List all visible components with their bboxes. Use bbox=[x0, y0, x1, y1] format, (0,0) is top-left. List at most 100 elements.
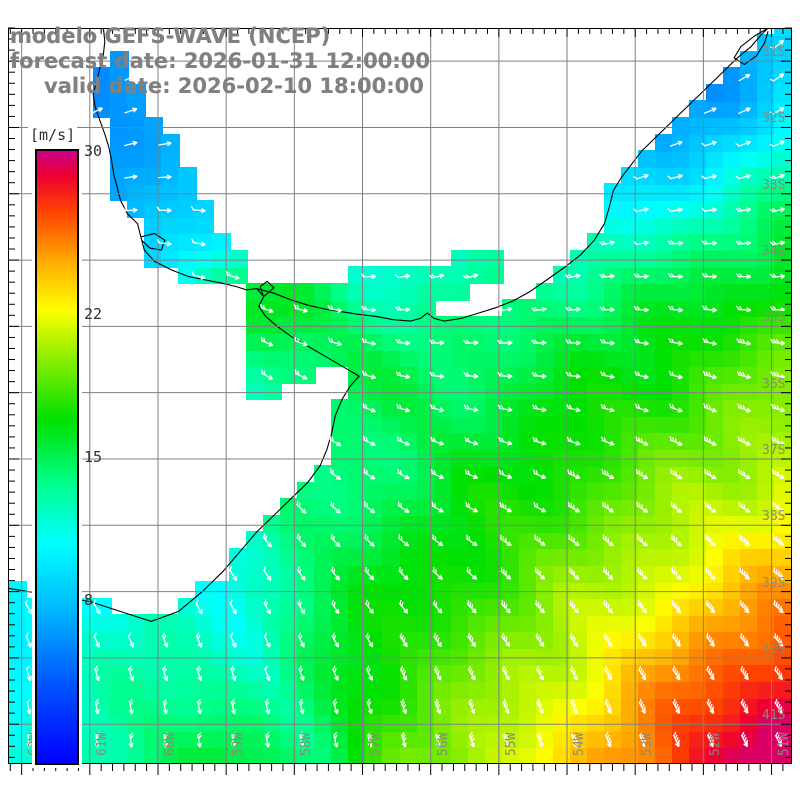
wind-barb bbox=[633, 173, 649, 180]
wind-barb bbox=[599, 240, 615, 246]
map-plot-area[interactable] bbox=[8, 28, 792, 764]
wind-barb bbox=[532, 436, 547, 446]
wind-barb bbox=[669, 468, 683, 480]
wind-barb bbox=[124, 140, 138, 147]
wind-barb bbox=[772, 534, 785, 547]
wind-barb bbox=[667, 305, 683, 313]
wind-barb bbox=[196, 731, 202, 748]
wind-barb bbox=[466, 567, 478, 580]
wind-barb bbox=[530, 306, 547, 312]
speed-raster-canvas bbox=[8, 28, 792, 764]
wind-barb bbox=[433, 632, 442, 648]
colorbar-unit-label: [m/s] bbox=[28, 126, 78, 144]
wind-barb bbox=[196, 698, 203, 715]
wind-barb bbox=[738, 534, 751, 547]
wind-barb bbox=[739, 665, 749, 681]
wind-barb bbox=[500, 567, 512, 580]
coastline-path bbox=[259, 280, 275, 297]
wind-barb bbox=[330, 566, 341, 581]
wind-barb bbox=[702, 337, 717, 346]
wind-barb bbox=[332, 698, 339, 715]
graticule-overlay bbox=[8, 28, 792, 764]
wind-barb bbox=[263, 599, 271, 615]
wind-barb bbox=[633, 338, 649, 346]
wind-barb bbox=[433, 665, 442, 681]
wind-barb bbox=[736, 338, 752, 346]
wind-barb bbox=[162, 665, 169, 682]
wind-barb bbox=[327, 272, 343, 280]
wind-barb bbox=[600, 403, 615, 413]
wind-barb bbox=[773, 665, 783, 681]
wind-barb bbox=[260, 336, 274, 347]
wind-barb bbox=[735, 173, 751, 180]
wind-barb bbox=[397, 468, 410, 480]
wind-barb bbox=[400, 698, 407, 715]
wind-barb bbox=[668, 338, 683, 346]
wind-barb bbox=[360, 273, 377, 280]
wind-barb bbox=[636, 567, 648, 580]
wind-barb bbox=[262, 566, 272, 581]
wind-barb bbox=[565, 339, 581, 346]
wind-barb bbox=[601, 501, 615, 513]
wind-barb bbox=[637, 665, 647, 681]
wind-barb bbox=[703, 436, 717, 446]
wind-barb bbox=[229, 632, 237, 648]
wind-barb bbox=[704, 501, 717, 513]
wind-barb bbox=[397, 501, 410, 513]
wind-barb bbox=[293, 304, 308, 313]
coastline-path bbox=[256, 28, 769, 322]
wind-barb bbox=[327, 304, 342, 313]
wind-barb bbox=[230, 665, 237, 682]
wind-barb bbox=[332, 665, 339, 681]
wind-barb bbox=[738, 73, 751, 82]
wind-barb bbox=[365, 665, 373, 681]
wind-barb bbox=[705, 632, 715, 647]
wind-barb bbox=[331, 599, 340, 615]
wind-barb bbox=[362, 403, 376, 413]
coastline-path bbox=[8, 28, 360, 622]
wind-barb bbox=[565, 306, 581, 313]
wind-barb bbox=[599, 306, 615, 313]
wind-barb bbox=[636, 534, 648, 547]
wind-barb bbox=[363, 468, 376, 480]
wind-barb bbox=[259, 303, 274, 314]
wind-barb bbox=[93, 665, 100, 682]
wind-barb bbox=[195, 632, 203, 648]
wind-speed-raster bbox=[8, 28, 792, 764]
wind-barb bbox=[567, 501, 581, 513]
wind-barb bbox=[362, 435, 376, 446]
wind-barb bbox=[432, 599, 443, 614]
wind-barb bbox=[497, 404, 513, 413]
wind-barb bbox=[531, 404, 547, 413]
wind-barb bbox=[499, 501, 513, 513]
colorbar-gradient[interactable] bbox=[37, 151, 77, 763]
wind-barb bbox=[94, 732, 100, 748]
wind-barb bbox=[128, 665, 135, 682]
wind-barb bbox=[670, 534, 682, 547]
wind-barb bbox=[531, 339, 547, 346]
wind-barb bbox=[769, 39, 784, 50]
wind-barb bbox=[701, 140, 717, 147]
wind-barb bbox=[601, 468, 615, 480]
wind-barb bbox=[638, 698, 646, 714]
wind-barb bbox=[770, 403, 786, 413]
wind-barb bbox=[463, 371, 479, 379]
wind-barb bbox=[496, 306, 513, 312]
wind-barb bbox=[670, 501, 683, 513]
wind-barb bbox=[434, 731, 441, 748]
wind-barb bbox=[363, 501, 376, 514]
wind-barb bbox=[568, 600, 580, 614]
wind-barb bbox=[738, 567, 750, 580]
wind-barb bbox=[230, 731, 237, 748]
wind-barb bbox=[432, 567, 443, 580]
wind-barb bbox=[298, 698, 305, 715]
wind-barb bbox=[462, 273, 479, 280]
wind-barb bbox=[633, 305, 649, 313]
wind-barb bbox=[701, 207, 717, 213]
wind-barb bbox=[739, 632, 750, 647]
wind-barb bbox=[366, 698, 373, 715]
wind-barb bbox=[124, 174, 138, 180]
wind-barb bbox=[298, 665, 305, 681]
wind-barb bbox=[740, 698, 749, 714]
wind-barb bbox=[463, 404, 479, 413]
